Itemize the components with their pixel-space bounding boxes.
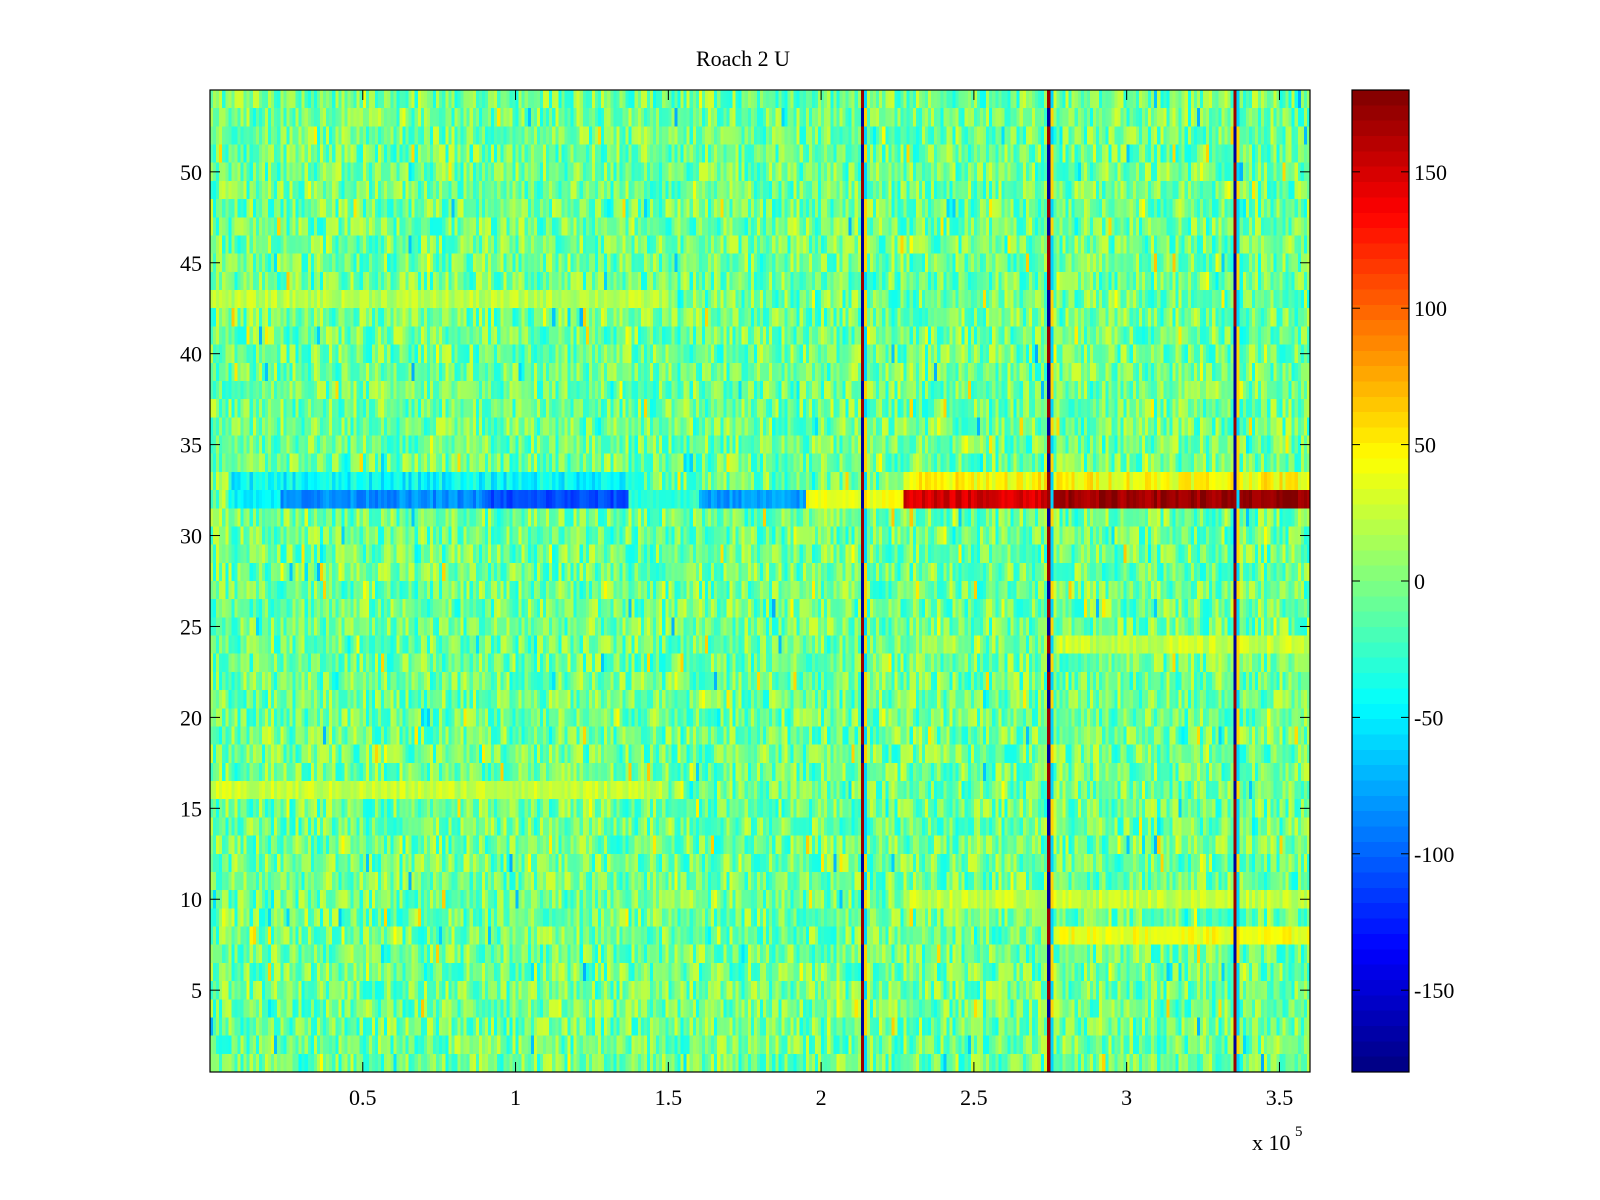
y-tick-label: 25: [180, 614, 202, 639]
x-tick-label: 2: [816, 1085, 827, 1110]
chart-title: Roach 2 U: [696, 46, 790, 71]
x-axis-ticks: 0.5 1 1.5 2 2.5 3 3.5: [349, 90, 1293, 1110]
plot-axes-box: [209, 89, 1311, 1073]
colorbar-tick-label: 0: [1414, 569, 1425, 594]
colorbar-tick-label: -50: [1414, 705, 1443, 730]
heatmap-plot: 0.5 1 1.5 2 2.5 3 3.5 5 10 15 20 25 30 35 40 45 50: [180, 89, 1311, 1110]
colorbar-tick-label: -100: [1414, 842, 1454, 867]
colorbar-tick-label: -150: [1414, 978, 1454, 1003]
x-tick-label: 1.5: [655, 1085, 683, 1110]
colorbar-tick-label: 50: [1414, 433, 1436, 458]
colorbar: -150 -100 -50 0 50 100 150: [1351, 89, 1454, 1073]
y-tick-label: 35: [180, 433, 202, 458]
y-tick-label: 20: [180, 705, 202, 730]
y-tick-label: 5: [191, 978, 202, 1003]
y-tick-label: 50: [180, 160, 202, 185]
y-tick-label: 45: [180, 251, 202, 276]
heatmap-image: [210, 90, 1310, 1072]
x-exponent-base: x 10: [1252, 1130, 1291, 1155]
x-tick-label: 0.5: [349, 1085, 377, 1110]
y-tick-label: 15: [180, 796, 202, 821]
y-tick-label: 10: [180, 887, 202, 912]
x-exponent-label: x 10 5: [1252, 1124, 1303, 1155]
colorbar-tick-label: 100: [1414, 296, 1447, 321]
colorbar-gradient: [1352, 90, 1409, 1072]
x-tick-label: 3: [1121, 1085, 1132, 1110]
x-tick-label: 3.5: [1266, 1085, 1294, 1110]
colorbar-tick-label: 150: [1414, 160, 1447, 185]
colorbar-ticks: -150 -100 -50 0 50 100 150: [1352, 160, 1454, 1003]
x-exponent-power: 5: [1295, 1124, 1303, 1140]
y-tick-label: 30: [180, 524, 202, 549]
x-tick-label: 1: [510, 1085, 521, 1110]
y-axis-ticks: 5 10 15 20 25 30 35 40 45 50: [180, 160, 1310, 1003]
x-tick-label: 2.5: [960, 1085, 988, 1110]
y-tick-label: 40: [180, 342, 202, 367]
